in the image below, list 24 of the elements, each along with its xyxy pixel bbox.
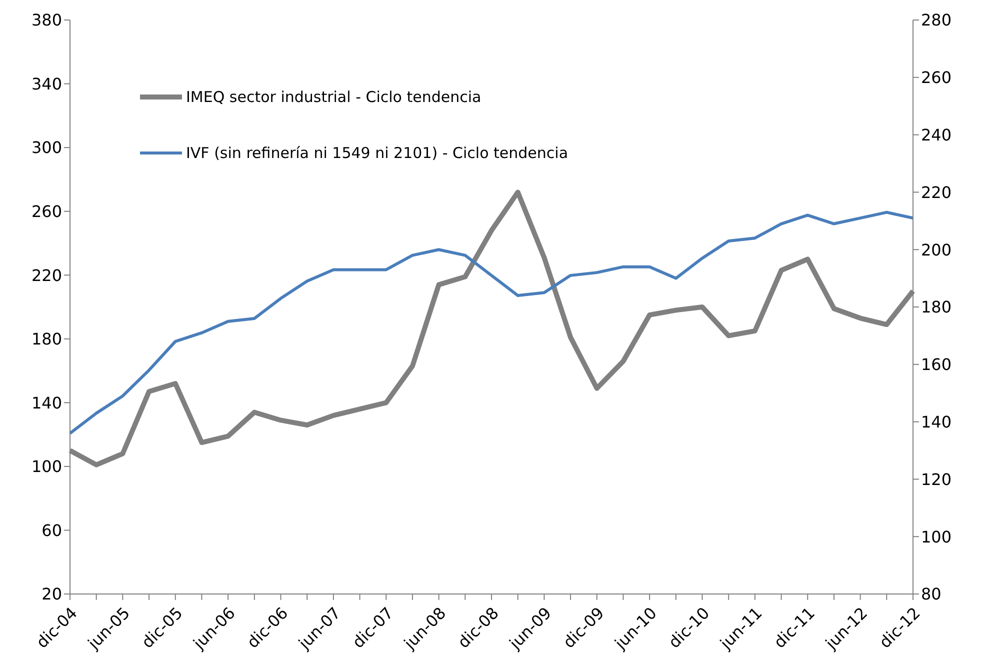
y2-tick-label: 200	[921, 240, 952, 260]
y-tick-label: 220	[31, 266, 62, 285]
y2-tick-label: 80	[921, 584, 942, 604]
y-tick-label: 260	[31, 202, 62, 222]
y2-tick-label: 280	[921, 10, 952, 30]
y-tick-label: 60	[42, 520, 62, 540]
legend-label: IVF (sin refinería ni 1549 ni 2101) - Ciclo tendencia	[186, 144, 568, 162]
y2-tick-label: 100	[921, 527, 952, 546]
y-tick-label: 180	[31, 330, 62, 349]
y-tick-label: 100	[31, 457, 62, 476]
y2-tick-label: 240	[921, 125, 952, 144]
y-tick-label: 140	[31, 393, 62, 412]
y2-tick-label: 180	[921, 298, 952, 317]
y-tick-label: 380	[31, 10, 62, 30]
y2-tick-label: 120	[921, 470, 952, 489]
y-tick-label: 20	[42, 584, 62, 604]
line-series	[68, 210, 914, 435]
y-tick-label: 300	[31, 138, 62, 158]
y-tick-label: 340	[31, 74, 62, 94]
y2-tick-label: 140	[921, 412, 952, 432]
y2-tick-label: 220	[921, 182, 952, 202]
y2-tick-label: 160	[921, 355, 952, 374]
legend-label: IMEQ sector industrial - Ciclo tendencia	[186, 88, 482, 106]
y2-tick-label: 260	[921, 68, 952, 88]
